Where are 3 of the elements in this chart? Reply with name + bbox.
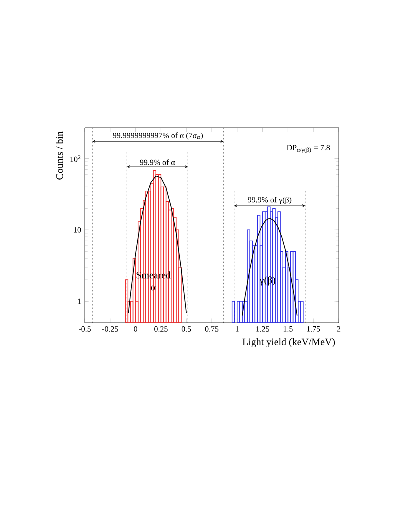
- y-axis-title: Counts / bin: [56, 132, 64, 180]
- x-axis-title: Light yield (keV/MeV): [242, 338, 336, 348]
- line-series: [242, 218, 298, 316]
